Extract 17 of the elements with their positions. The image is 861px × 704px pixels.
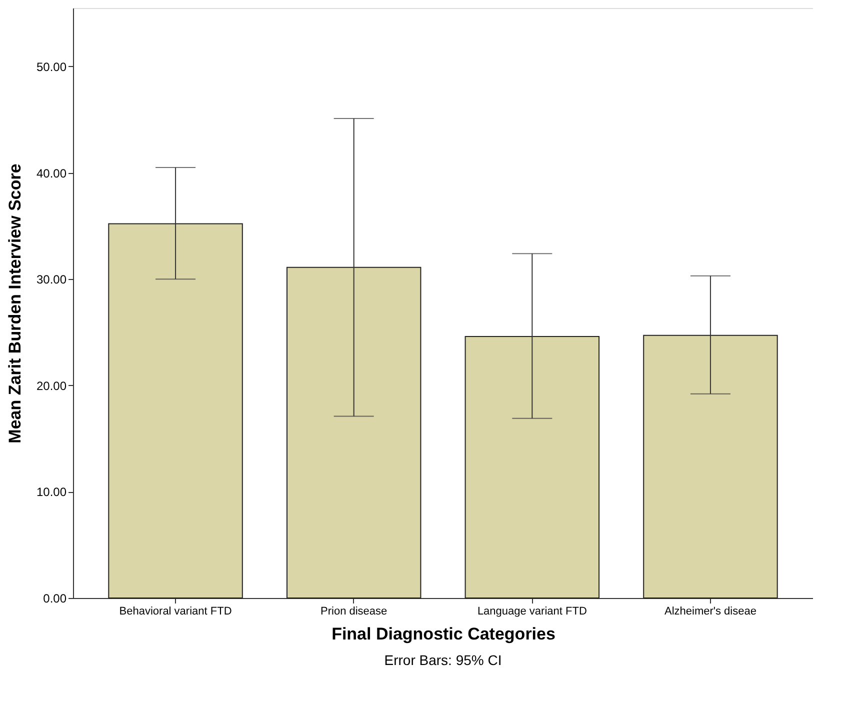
x-tick-label: Behavioral variant FTD	[119, 606, 232, 618]
y-tick-label: 10.00	[36, 485, 67, 500]
bar	[464, 336, 600, 598]
x-axis-title: Final Diagnostic Categories	[332, 624, 556, 644]
x-tick-label: Prion disease	[320, 606, 388, 618]
bar	[286, 266, 422, 598]
bar	[643, 334, 778, 598]
text: Error Bars: 95% CI	[384, 652, 502, 668]
y-tick-label: 50.00	[36, 60, 67, 74]
y-tick-label: 40.00	[36, 166, 67, 180]
y-tick-label: 20.00	[36, 378, 67, 393]
y-tick-label: 0.00	[43, 592, 67, 606]
x-tick-label: Alzheimer's diseae	[664, 606, 756, 618]
y-axis-title: Mean Zarit Burden Interview Score	[5, 164, 24, 444]
y-tick-label: 30.00	[36, 272, 67, 287]
x-tick-label: Language variant FTD	[477, 606, 587, 618]
bar	[108, 223, 243, 598]
